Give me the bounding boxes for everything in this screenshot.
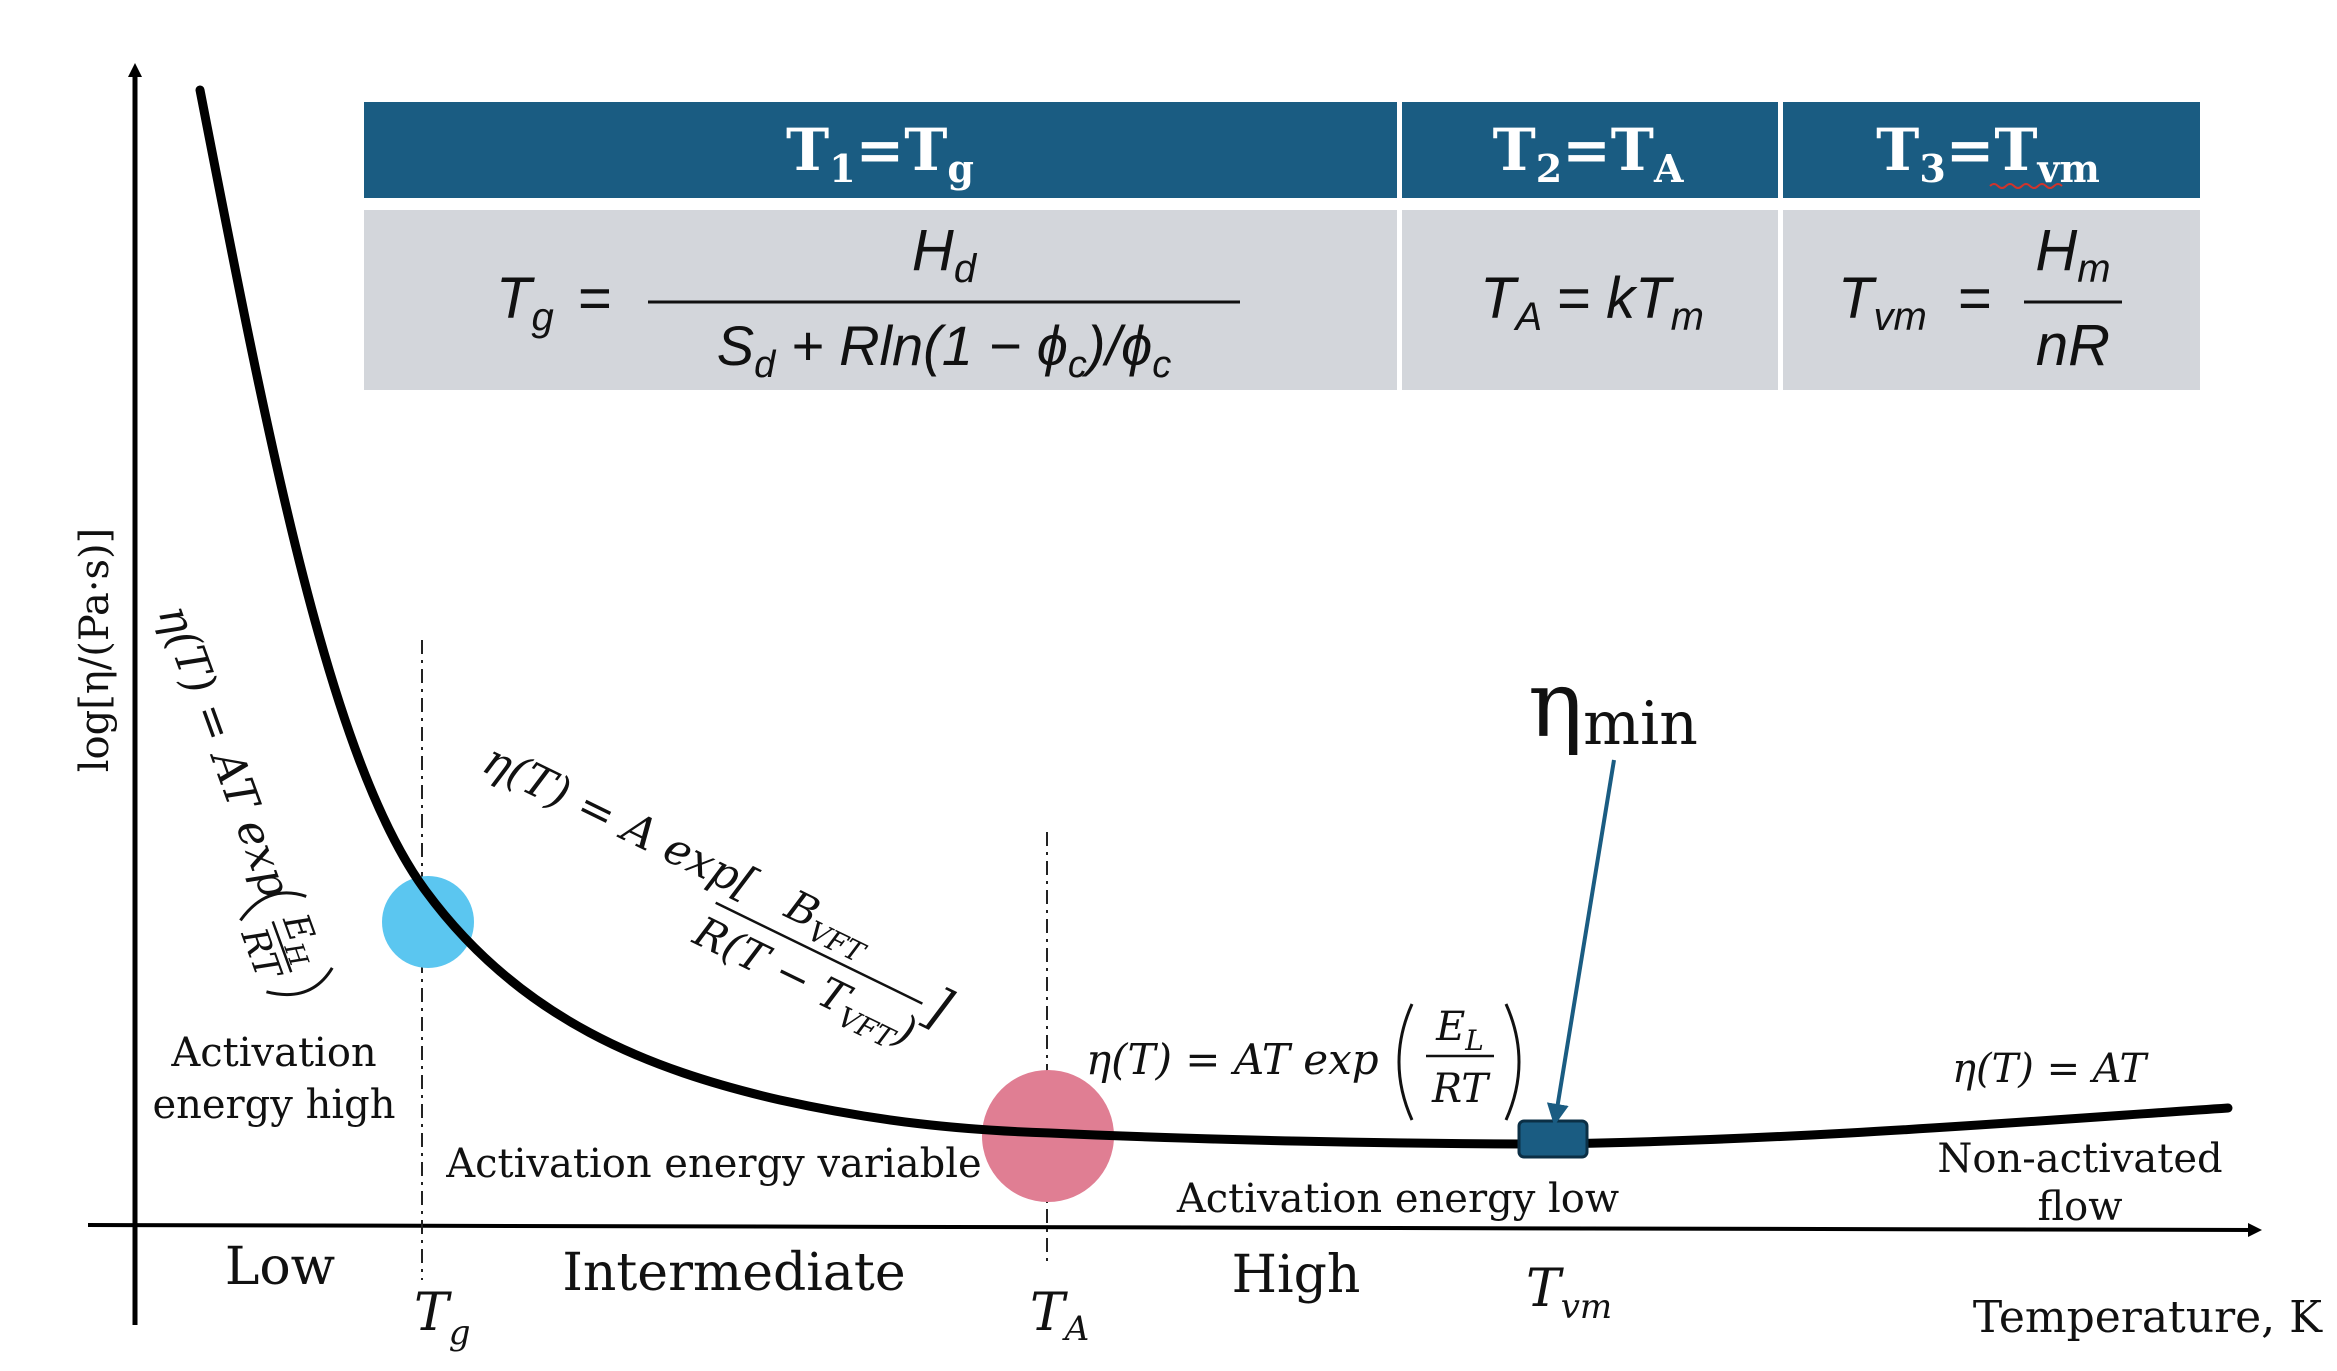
- formula-ta: TA = kTm: [1480, 266, 1704, 339]
- x-axis: [87, 1222, 2262, 1237]
- eta-min-label: ηmin: [1528, 651, 1698, 759]
- svg-text:EL: EL: [1435, 1004, 1484, 1057]
- label-activation-high-1: Activation: [170, 1030, 376, 1076]
- label-activation-high-2: energy high: [152, 1082, 395, 1128]
- x-axis-label: Temperature, K: [1973, 1292, 2323, 1343]
- tg-marker: [382, 876, 474, 968]
- tick-tg: Tg: [414, 1283, 470, 1353]
- tick-ta: TA: [1030, 1283, 1089, 1349]
- svg-text:Hm: Hm: [2035, 218, 2110, 291]
- svg-text:=: =: [578, 266, 612, 331]
- equation-linear: η(T) = AT: [1952, 1046, 2150, 1092]
- table-col-divider-1: [1397, 102, 1402, 390]
- label-activation-variable: Activation energy variable: [445, 1141, 981, 1187]
- svg-text:Tvm: Tvm: [1838, 266, 1927, 339]
- table-header-t3: T3=Tvm: [1876, 116, 2100, 191]
- label-non-activated-2: flow: [2038, 1184, 2123, 1230]
- svg-text:RT: RT: [1431, 1066, 1491, 1112]
- eta-min-arrow: [1546, 759, 1616, 1126]
- svg-text:Tg: Tg: [496, 266, 554, 339]
- table-header-row: [364, 102, 2200, 198]
- svg-text:Sd + Rln(1 − ϕc)/ϕc: Sd + Rln(1 − ϕc)/ϕc: [717, 314, 1171, 386]
- table-col-divider-2: [1778, 102, 1783, 390]
- formula-tg: Tg = Hd Sd + Rln(1 − ϕc)/ϕc: [496, 218, 1240, 386]
- svg-text:η(T) = AT exp: η(T) = AT exp: [1086, 1035, 1379, 1084]
- svg-text:=: =: [1958, 266, 1992, 331]
- viscosity-curve: [195, 85, 2233, 1149]
- formula-tvm: Tvm = Hm nR: [1838, 218, 2122, 378]
- table-row-divider: [364, 198, 2200, 210]
- label-non-activated-1: Non-activated: [1937, 1136, 2222, 1182]
- svg-text:Hd: Hd: [912, 218, 978, 291]
- svg-text:nR: nR: [2036, 313, 2110, 378]
- equation-arrhenius-low: η(T) = AT exp EL RT: [1086, 1003, 1521, 1121]
- min-marker: [1517, 1119, 1589, 1159]
- svg-text:]: ]: [915, 976, 961, 1040]
- label-activation-low: Activation energy low: [1176, 1176, 1619, 1222]
- formula-table: T1=Tg T2=TA T3=Tvm Tg = Hd Sd + Rln(1 − …: [364, 102, 2200, 390]
- region-high: High: [1232, 1245, 1361, 1305]
- table-header-t2: T2=TA: [1493, 116, 1684, 191]
- table-header-t1: T1=Tg: [786, 116, 974, 191]
- region-intermediate: Intermediate: [562, 1243, 905, 1303]
- y-axis-label: log[η/(Pa·s)]: [72, 528, 118, 773]
- spellcheck-underline: [1989, 183, 2063, 189]
- equation-vft: η(T) = A exp[ BVFT R(T − TVFT) ]: [475, 734, 961, 1056]
- table-body-row: [364, 210, 2200, 390]
- tick-tvm: Tvm: [1526, 1259, 1612, 1327]
- region-low: Low: [225, 1237, 335, 1297]
- svg-text:η(T) = AT exp: η(T) = AT exp: [148, 598, 301, 904]
- svg-text:η(T) = A exp[: η(T) = A exp[: [475, 734, 765, 910]
- equation-arrhenius-high: η(T) = AT exp EH RT: [148, 598, 334, 997]
